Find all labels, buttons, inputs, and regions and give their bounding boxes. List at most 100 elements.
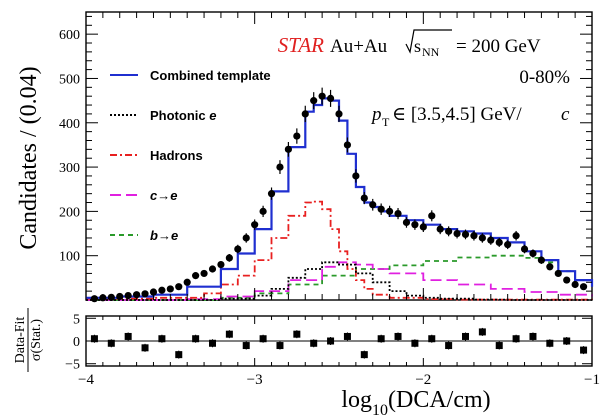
svg-text:NN: NN (422, 45, 440, 59)
x-tick-label: −1 (584, 372, 600, 388)
data-point (208, 265, 217, 273)
y-axis-label: Candidates / (0.04) (16, 66, 42, 249)
legend-label-4: b→e (150, 228, 178, 243)
data-point (234, 245, 242, 253)
y-tick-label: 600 (59, 28, 80, 43)
data-point (554, 269, 562, 278)
data-point (124, 291, 132, 300)
y-tick-label: 200 (59, 205, 80, 220)
data-points-layer (90, 87, 588, 303)
svg-text:c: c (561, 104, 570, 125)
data-point (175, 283, 183, 291)
data-point (251, 221, 259, 229)
data-point (402, 218, 411, 227)
svg-text:p: p (370, 104, 382, 125)
data-point (495, 238, 503, 246)
data-point (411, 221, 419, 229)
data-point (192, 272, 200, 280)
data-point (318, 92, 326, 100)
data-point (436, 225, 444, 233)
data-point (512, 232, 520, 240)
data-point (520, 245, 529, 253)
ratio-y-tick-label: 5 (73, 312, 80, 327)
data-point (487, 236, 495, 244)
data-point (259, 207, 267, 215)
data-point (369, 201, 377, 209)
data-point (579, 283, 588, 291)
data-point (310, 97, 318, 105)
data-point (461, 230, 470, 239)
data-point (386, 207, 394, 215)
svg-text:STAR: STAR (278, 33, 324, 57)
data-point (107, 293, 115, 301)
data-point (453, 229, 461, 238)
data-point (301, 110, 309, 118)
data-point (335, 110, 343, 118)
axes-layer: 100 200 300 400 500 600 −4 −3 −2 −1 −5 0 5 (59, 12, 600, 388)
data-point (529, 249, 537, 258)
data-point (394, 210, 402, 218)
data-point (149, 288, 158, 296)
data-point (141, 290, 149, 298)
data-point (537, 256, 546, 264)
ratio-y-label-numerator: Data-Fit (13, 317, 28, 364)
energy-label: = 200 GeV (456, 36, 541, 57)
data-point (166, 285, 174, 293)
data-point (200, 269, 208, 278)
data-point (445, 227, 453, 235)
experiment-label: STAR (278, 33, 324, 57)
data-point (563, 276, 571, 284)
x-tick-label: −2 (415, 372, 431, 388)
data-point (276, 163, 284, 171)
svg-text:∈ [3.5,4.5] GeV/: ∈ [3.5,4.5] GeV/ (392, 104, 522, 125)
data-point (546, 263, 554, 271)
data-point (217, 260, 225, 269)
data-point (360, 194, 368, 202)
ratio-points-layer (86, 327, 592, 359)
svg-text:s: s (414, 36, 421, 56)
legend-label-1: Photonic e (150, 108, 216, 123)
svg-text:T: T (382, 115, 390, 129)
data-point (284, 145, 292, 153)
data-point (470, 232, 478, 240)
y-tick-label: 100 (59, 250, 80, 265)
y-tick-label: 400 (59, 117, 80, 132)
centrality-label: 0-80% (519, 67, 570, 88)
data-point (428, 212, 436, 220)
data-point (352, 172, 360, 180)
series-line-3 (86, 261, 593, 301)
y-tick-label: 300 (59, 161, 80, 176)
data-point (267, 190, 276, 198)
data-point (571, 280, 579, 289)
data-point (377, 205, 385, 213)
x-axis-label: log10(DCA/cm) (341, 387, 490, 417)
data-point (90, 295, 99, 303)
data-point (158, 286, 166, 294)
legend-label-0: Combined template (150, 68, 271, 83)
svg-text:= 200 GeV: = 200 GeV (456, 36, 541, 57)
data-point (478, 234, 486, 242)
annotation-title: STAR Au+Au s NN = 200 GeV (278, 29, 541, 59)
sqrt-snn-symbol: s NN (405, 29, 452, 59)
y-tick-label: 500 (59, 72, 80, 87)
legend-label-2: Hadrons (150, 148, 203, 163)
series-line-2 (86, 200, 593, 301)
data-point (343, 141, 352, 149)
svg-text:Au+Au: Au+Au (330, 36, 388, 57)
ratio-y-label-denominator: σ(Stat.) (29, 319, 44, 361)
data-point (293, 132, 301, 140)
legend-label-3: c→e (150, 188, 177, 203)
data-point (504, 241, 512, 249)
legend: Combined template Photonic e Hadrons c→e b→e (110, 68, 271, 243)
system-label: Au+Au (330, 36, 388, 57)
ratio-y-tick-label: 0 (73, 335, 80, 350)
data-point (326, 94, 335, 102)
pt-range-label: p T ∈ [3.5,4.5] GeV/ c (370, 104, 570, 129)
data-point (183, 278, 191, 286)
data-point (242, 234, 250, 242)
data-point (419, 223, 427, 231)
x-tick-label: −3 (247, 372, 263, 388)
x-tick-label: −4 (78, 372, 94, 388)
